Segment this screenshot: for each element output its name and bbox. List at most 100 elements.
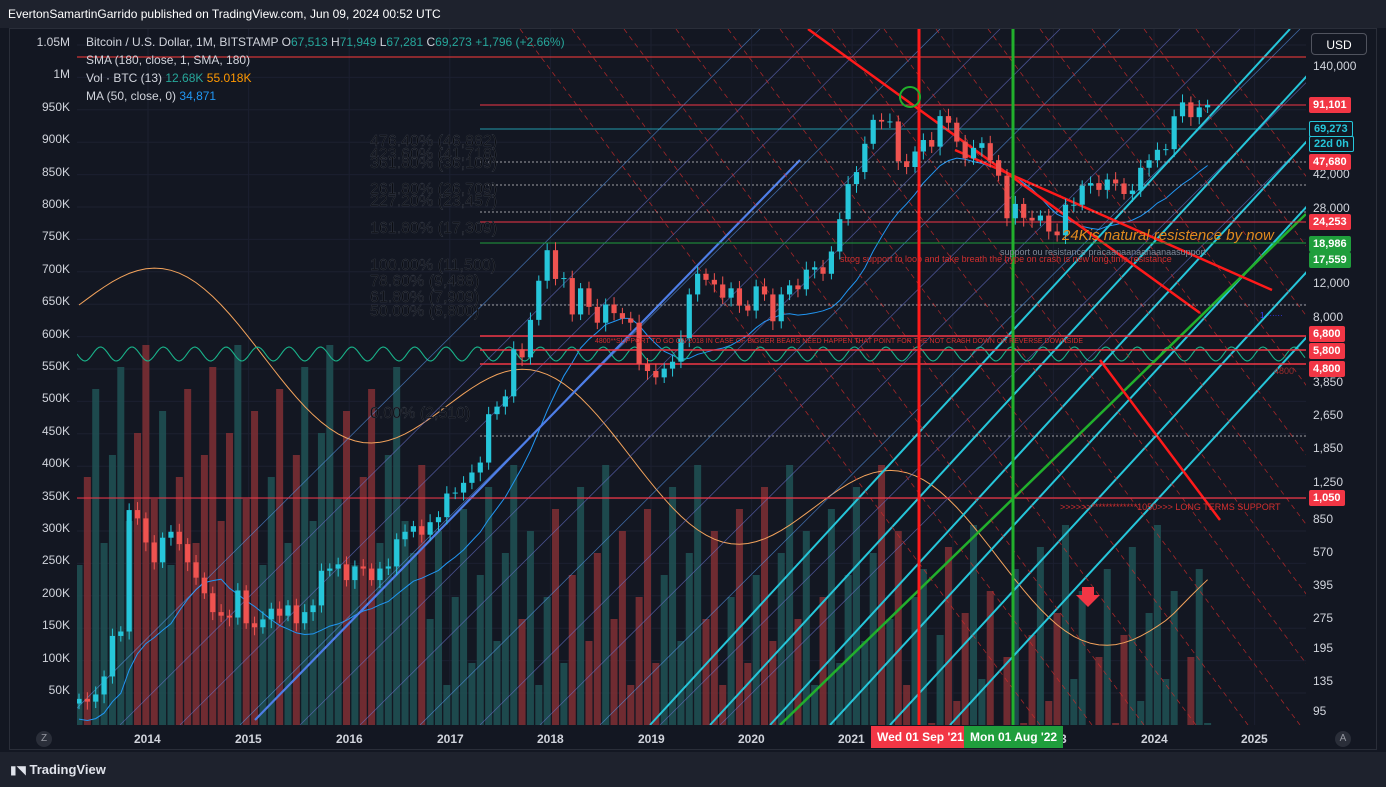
candle-body xyxy=(460,482,467,493)
candle-body xyxy=(151,542,157,563)
legend-row-volume[interactable]: Vol · BTC (13) 12.68K 55.018K xyxy=(86,69,565,87)
left-axis-label: 200K xyxy=(41,585,70,600)
fan-line-down xyxy=(727,29,1249,725)
fib-label: 423.60% (41,718) xyxy=(370,146,497,163)
candle-body xyxy=(1205,105,1211,108)
candle-body xyxy=(235,590,241,618)
volume-bar xyxy=(560,663,568,725)
fib-label: 476.40% (46,882) xyxy=(370,133,497,150)
candle-body xyxy=(1046,215,1052,232)
volume-bar xyxy=(552,509,560,725)
tradingview-logo[interactable]: ▮◥ TradingView xyxy=(10,762,106,777)
candle-body xyxy=(251,623,258,628)
candle-body xyxy=(118,631,124,636)
right-axis-label: 95 xyxy=(1313,704,1327,718)
volume-bar xyxy=(643,509,651,725)
down-arrow-icon xyxy=(1076,587,1100,607)
timezone-button[interactable]: Z xyxy=(36,731,52,747)
time-axis-label: 2016 xyxy=(336,732,363,746)
candle-body xyxy=(753,286,759,311)
candle-body xyxy=(644,363,651,372)
candle-body xyxy=(720,284,726,298)
currency-button[interactable]: USD xyxy=(1311,33,1367,55)
volume-bar xyxy=(1112,723,1120,725)
volume-bar xyxy=(727,597,735,725)
candle-body xyxy=(628,318,634,323)
volume-bar xyxy=(368,389,376,725)
price-badge: 91,101 xyxy=(1309,97,1351,113)
time-axis-label: 2021 xyxy=(838,732,865,746)
candle-body xyxy=(619,313,625,319)
trend-line-green xyxy=(779,213,1306,725)
volume-bar xyxy=(1120,635,1128,725)
fan-line-down xyxy=(623,29,1145,725)
fan-line-up xyxy=(359,29,1061,725)
volume-bar xyxy=(460,509,468,725)
legend-row-ma[interactable]: MA (50, close, 0) 34,871 xyxy=(86,87,565,105)
candle-body xyxy=(795,285,801,290)
auto-scale-button[interactable]: A xyxy=(1335,731,1351,747)
channel-line-up xyxy=(769,140,1306,725)
candle-body xyxy=(143,518,149,543)
candle-body xyxy=(318,570,325,606)
volume-bar xyxy=(209,367,217,725)
time-axis-label: 3 xyxy=(1060,732,1067,746)
fan-line-down xyxy=(987,29,1306,456)
time-axis-label: 2025 xyxy=(1241,732,1268,746)
candle-body xyxy=(929,140,935,147)
fan-line-down xyxy=(571,29,1093,725)
candle-body xyxy=(343,564,350,581)
volume-bar xyxy=(861,641,869,725)
candle-body xyxy=(745,305,751,311)
candle-body xyxy=(201,577,207,594)
candle-body xyxy=(268,608,274,620)
volume-bar xyxy=(869,553,877,725)
candle-body xyxy=(310,605,316,613)
volume-bar xyxy=(434,531,442,725)
candle-body xyxy=(594,306,600,323)
high-value: 71,949 xyxy=(339,35,377,49)
volume-bar xyxy=(401,521,409,725)
candle-body xyxy=(109,635,116,677)
volume-bar xyxy=(535,685,543,725)
fan-line-down xyxy=(1091,29,1306,317)
fib-label: 161.80% (17,309) xyxy=(370,220,497,237)
low-value: 67,281 xyxy=(386,35,424,49)
fib-label: 261.80% (26,709) xyxy=(370,181,497,198)
open-label: O xyxy=(281,35,291,49)
candle-body xyxy=(1146,160,1152,168)
candle-body xyxy=(377,568,383,581)
time-axis-label: 2020 xyxy=(738,732,765,746)
candle-body xyxy=(937,116,943,147)
volume-bar xyxy=(886,619,894,725)
volume-bar xyxy=(577,487,585,725)
volume-bar xyxy=(894,531,902,725)
volume-bar xyxy=(836,663,844,725)
volume-bar xyxy=(1011,569,1019,725)
candle-body xyxy=(1029,217,1035,221)
volume-bar xyxy=(1170,591,1178,725)
candle-body xyxy=(452,492,458,494)
candle-body xyxy=(1121,183,1127,194)
candle-body xyxy=(410,526,416,532)
candle-body xyxy=(1087,183,1094,186)
volume-bar xyxy=(1128,547,1136,725)
legend-row-sma[interactable]: SMA (180, close, 1, SMA, 180) xyxy=(86,51,565,69)
candle-body xyxy=(803,269,809,290)
volume-bar xyxy=(618,531,626,725)
volume-value-1: 12.68K xyxy=(165,71,204,85)
fan-line-down xyxy=(519,29,1041,725)
volume-bar xyxy=(710,531,718,725)
candle-body xyxy=(887,121,893,123)
price-badge: 17,559 xyxy=(1309,252,1351,268)
left-axis-label: 600K xyxy=(41,326,70,341)
time-axis-label: 2014 xyxy=(134,732,161,746)
channel-line-up xyxy=(649,29,1291,725)
volume-bar xyxy=(251,411,259,725)
volume-bar xyxy=(117,367,125,725)
symbol-name: Bitcoin / U.S. Dollar, 1M, BITSTAMP xyxy=(86,35,279,49)
close-value: 69,273 xyxy=(435,35,472,49)
candle-body xyxy=(1154,149,1161,161)
candle-body xyxy=(486,414,492,463)
